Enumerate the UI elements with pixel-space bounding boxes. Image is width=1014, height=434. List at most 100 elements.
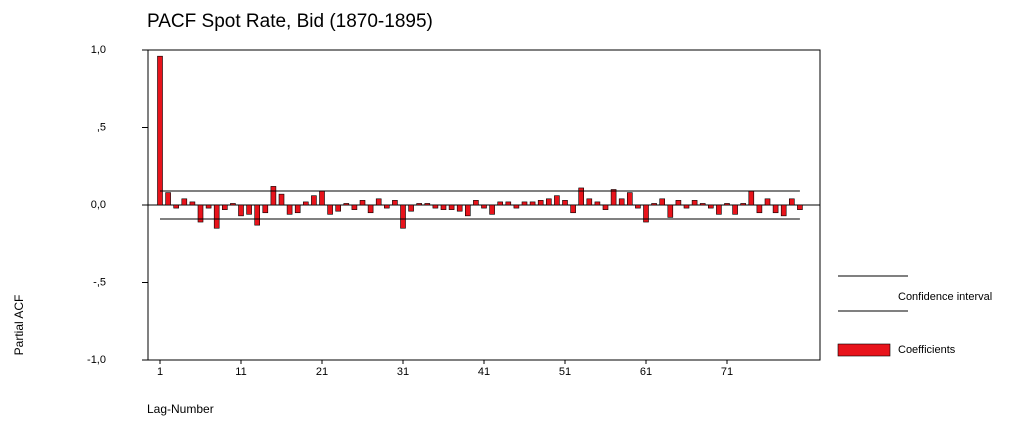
bar [205,204,212,209]
x-tick-label: 31 [397,366,409,378]
bar [675,200,682,206]
bar [375,198,382,206]
bar [740,203,747,206]
bar [189,201,196,206]
bar [545,198,552,206]
legend-swatch [837,343,891,357]
bar [165,192,171,206]
bar [416,203,423,206]
x-tick-label: 71 [721,366,733,378]
x-tick-label: 1 [157,366,163,378]
chart-title: PACF Spot Rate, Bid (1870-1895) [147,11,433,32]
bar [788,198,795,206]
bar [578,187,585,206]
bar [772,204,779,214]
bar [724,203,730,206]
bar [222,204,228,210]
bar [270,186,277,206]
bar [173,204,179,209]
bar [489,204,495,215]
bar [213,204,220,229]
bar [319,190,325,206]
bar [302,201,309,206]
bar [505,201,512,206]
x-tick-label: 51 [559,366,571,378]
y-tick-label: 1,0 [91,44,106,56]
bar [594,201,601,206]
bar [554,195,560,206]
bar [626,192,633,206]
bar [707,204,714,209]
bar [456,204,463,212]
bar [497,201,504,206]
bar [651,203,657,206]
bar [537,200,544,206]
bar [683,204,690,209]
y-tick-label: 0,0 [91,199,106,211]
bar [440,204,447,210]
bar [230,203,236,206]
bar [238,204,244,217]
y-tick-label: -,5 [93,276,106,288]
bar [691,200,698,206]
bar [432,204,439,209]
bar [513,204,520,209]
bar [481,204,487,209]
bar [635,204,641,209]
y-tick-label: ,5 [97,121,106,133]
bar [716,204,722,215]
bar [181,198,188,206]
bar [667,204,674,218]
bar [464,204,471,217]
x-axis-label: Lag-Number [147,402,214,416]
bar [262,204,269,214]
bar [400,204,406,229]
bar [246,204,252,215]
bar [367,204,374,214]
bar [610,189,617,206]
bar [343,203,350,206]
bar [521,201,528,206]
bar [448,204,455,210]
bar [618,198,625,206]
bar [659,198,666,206]
bar [764,198,771,206]
bar [311,195,317,206]
bar [335,204,342,212]
bar [570,204,576,214]
bar [529,201,536,206]
bar [286,204,293,215]
x-tick-label: 11 [235,366,246,378]
bar [359,200,366,206]
bar [278,193,285,206]
y-tick-label: -1,0 [87,354,106,366]
bar [327,204,333,215]
bar [562,200,568,206]
bar [473,200,479,206]
bar [780,204,787,217]
bar [294,204,301,214]
bar [392,200,398,206]
bar [586,198,593,206]
bar [756,204,763,214]
bar [602,204,609,210]
bar [351,204,358,210]
x-tick-label: 61 [640,366,652,378]
bar [643,204,649,223]
legend-label: Coefficients [898,344,956,356]
x-tick-label: 21 [316,366,328,378]
bar [197,204,204,223]
bar [157,55,163,206]
bar [424,203,431,206]
bar [408,204,414,212]
x-tick-label: 41 [478,366,490,378]
bar [383,204,390,209]
bar [748,190,755,206]
y-axis-label: Partial ACF [12,295,26,356]
bar [699,203,706,206]
legend-label: Confidence interval [898,291,992,303]
bar [797,204,803,210]
bar [254,204,260,226]
bar [732,204,738,215]
